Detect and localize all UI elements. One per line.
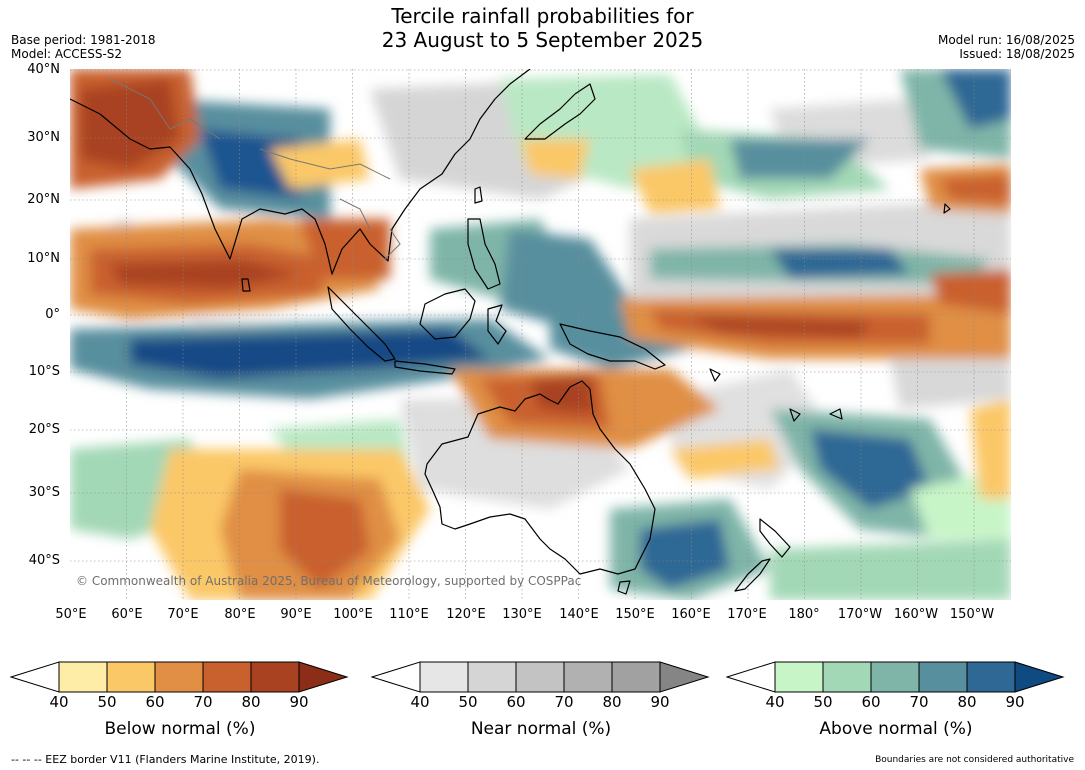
colorbar-tick: 40	[49, 693, 69, 711]
colorbar-tick: 70	[193, 693, 213, 711]
model-run-text: Model run: 16/08/2025	[937, 33, 1075, 47]
colorbar-tick: 70	[909, 693, 929, 711]
colorbar-tick: 50	[458, 693, 478, 711]
colorbar-tick: 40	[410, 693, 430, 711]
sulawesi-coastline	[487, 304, 507, 345]
lat-label: 10°N	[27, 251, 60, 266]
colorbar-tick: 40	[765, 693, 785, 711]
map-title-line2: 23 August to 5 September 2025	[381, 28, 704, 52]
map-title: Tercile rainfall probabilities for 23 Au…	[0, 4, 1085, 52]
lat-label: 30°S	[28, 485, 60, 500]
colorbar-below-normal: 40 50 60 70 80 90 Below normal (%)	[9, 660, 350, 740]
colorbar-below-normal-swatches	[9, 661, 349, 693]
philippines-coastline	[467, 218, 501, 290]
lon-label: 90°E	[280, 607, 312, 622]
colorbar-extend-high	[1014, 661, 1065, 693]
colorbar-above-normal: 40 50 60 70 80 90 Above normal (%)	[725, 660, 1066, 740]
colorbar-tick: 80	[957, 693, 977, 711]
lon-label: 80°E	[224, 607, 256, 622]
colorbar-tick: 90	[289, 693, 309, 711]
colorbar-tick: 90	[650, 693, 670, 711]
colorbar-extend-high	[298, 661, 349, 693]
java-coastline	[394, 360, 456, 375]
lon-label: 150°E	[615, 607, 655, 622]
colorbar-tick: 50	[813, 693, 833, 711]
map-area	[70, 69, 1011, 600]
lon-label: 170°W	[837, 607, 883, 622]
sri-lanka-coastline	[241, 278, 251, 292]
colorbar-tick: 70	[554, 693, 574, 711]
run-info: Model run: 16/08/2025 Issued: 18/08/2025	[938, 33, 1075, 61]
colorbar-extend-low	[725, 661, 776, 693]
boundaries-disclaimer: Boundaries are not considered authoritat…	[875, 755, 1074, 765]
lat-label: 20°S	[28, 422, 60, 437]
lat-label: 20°N	[27, 192, 60, 207]
lon-label: 120°E	[446, 607, 486, 622]
new-guinea-coastline	[559, 323, 666, 370]
tasmania-coastline	[617, 580, 631, 595]
lon-label: 130°E	[502, 607, 542, 622]
lon-label: 160°E	[671, 607, 711, 622]
lon-label: 70°E	[167, 607, 199, 622]
lon-label: 50°E	[55, 607, 87, 622]
probability-map	[70, 69, 1011, 600]
lon-label: 170°E	[727, 607, 767, 622]
lat-label: 40°N	[27, 62, 60, 77]
australia-coastline	[424, 380, 656, 575]
base-period-text: Base period: 1981-2018	[11, 33, 156, 47]
colorbar-tick: 80	[602, 693, 622, 711]
eez-border-note: -- -- -- EEZ border V11 (Flanders Marine…	[11, 753, 320, 766]
lon-label: 60°E	[111, 607, 143, 622]
asia-coastline	[70, 69, 531, 275]
new-zealand-coastline	[734, 518, 791, 592]
colorbar-label: Near normal (%)	[470, 719, 612, 739]
lat-label: 0°	[45, 307, 60, 322]
colorbar-tick: 80	[241, 693, 261, 711]
sumatra-coastline	[327, 286, 396, 362]
lon-label: 150°W	[949, 607, 995, 622]
colorbar-tick: 60	[861, 693, 881, 711]
gridlines	[70, 69, 1011, 600]
colorbar-label: Below normal (%)	[104, 719, 256, 739]
taiwan-coastline	[474, 186, 483, 204]
copyright-text: © Commonwealth of Australia 2025, Bureau…	[76, 574, 582, 588]
lat-label: 40°S	[28, 553, 60, 568]
issued-text: Issued: 18/08/2025	[959, 47, 1075, 61]
lon-label: 160°W	[893, 607, 939, 622]
colorbar-above-normal-swatches	[725, 661, 1065, 693]
model-info: Base period: 1981-2018 Model: ACCESS-S2	[11, 33, 156, 61]
colorbar-tick: 60	[506, 693, 526, 711]
japan-coastline	[524, 83, 596, 140]
colorbar-near-normal-swatches	[370, 661, 710, 693]
colorbar-tick: 50	[97, 693, 117, 711]
lon-label: 180°	[788, 607, 820, 622]
lon-label: 100°E	[333, 607, 373, 622]
borneo-coastline	[419, 288, 476, 340]
lat-label: 10°S	[28, 364, 60, 379]
colorbar-tick: 60	[145, 693, 165, 711]
lat-label: 30°N	[27, 130, 60, 145]
colorbar-extend-low	[370, 661, 421, 693]
country-borders	[109, 78, 401, 260]
pacific-islands	[709, 203, 951, 422]
colorbar-label: Above normal (%)	[819, 719, 973, 739]
coastlines	[70, 69, 951, 595]
model-text: Model: ACCESS-S2	[11, 47, 123, 61]
lon-label: 110°E	[389, 607, 429, 622]
map-title-line1: Tercile rainfall probabilities for	[391, 4, 694, 28]
colorbar-extend-high	[659, 661, 710, 693]
colorbar-near-normal: 40 50 60 70 80 90 Near normal (%)	[370, 660, 711, 740]
colorbar-extend-low	[9, 661, 60, 693]
lon-label: 140°E	[559, 607, 599, 622]
colorbar-tick: 90	[1005, 693, 1025, 711]
